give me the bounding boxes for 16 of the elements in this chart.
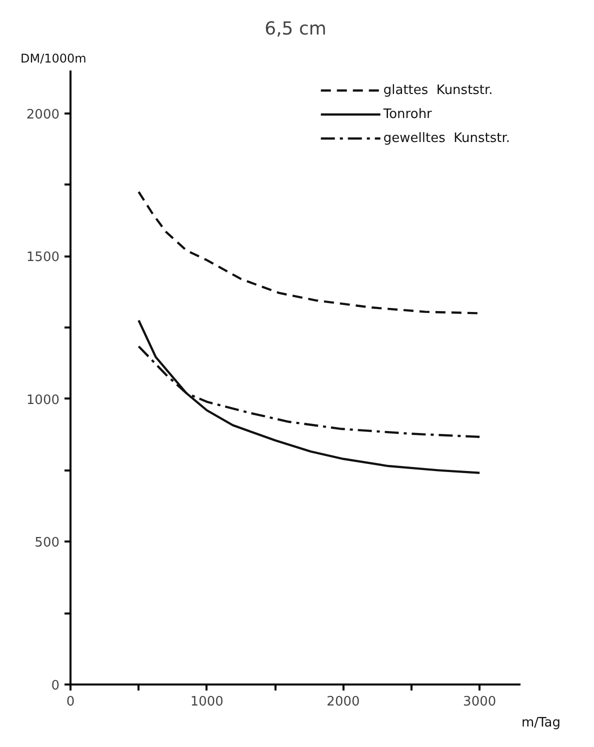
x-tick-label: 0 — [66, 694, 75, 710]
legend-label: Tonrohr — [383, 106, 432, 122]
x-tick-label: 2000 — [326, 694, 360, 710]
y-tick-label: 2000 — [26, 107, 60, 122]
y-tick-label: 1500 — [26, 250, 60, 266]
line-series — [138, 319, 481, 474]
chart-title: 6,5 cm — [264, 18, 326, 40]
y-axis-title: DM/1000m — [20, 52, 86, 66]
y-tick-label: 1000 — [26, 392, 60, 408]
x-tick-label: 3000 — [463, 694, 496, 710]
legend-label: glattes Kunststr. — [383, 82, 493, 98]
legend-label: gewelltes Kunststr. — [383, 130, 510, 146]
y-tick-label: 0 — [51, 678, 60, 694]
x-tick-label: 1000 — [190, 694, 224, 710]
x-axis-title: m/Tag — [521, 716, 561, 730]
y-tick-label: 500 — [34, 536, 60, 551]
